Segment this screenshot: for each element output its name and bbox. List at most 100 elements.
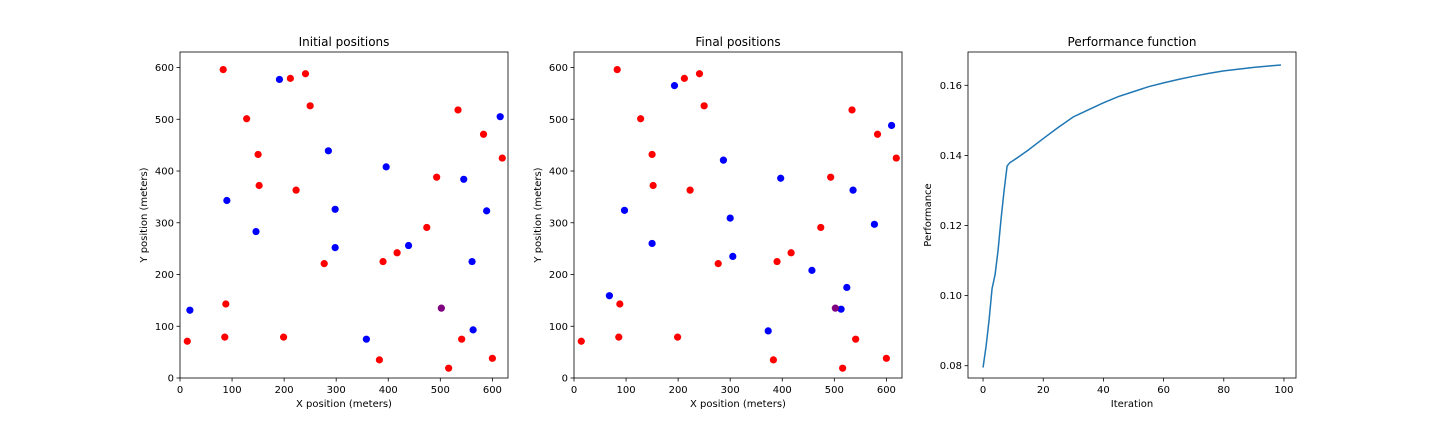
- data-point: [873, 130, 882, 138]
- y-tick-label: 400: [549, 167, 568, 178]
- data-point: [852, 335, 860, 343]
- data-point: [777, 174, 785, 182]
- x-axis-label: Iteration: [1111, 399, 1153, 410]
- data-point: [219, 65, 227, 74]
- y-axis-label: Performance: [923, 183, 934, 246]
- data-point: [393, 249, 401, 257]
- data-point: [686, 186, 694, 194]
- data-point: [613, 65, 621, 74]
- y-tick-label: 200: [549, 270, 568, 281]
- data-point: [479, 130, 488, 138]
- data-point: [445, 364, 453, 372]
- x-tick-label: 100: [1274, 385, 1293, 396]
- x-tick-label: 40: [1097, 385, 1110, 396]
- data-point: [183, 337, 191, 345]
- x-tick-label: 100: [223, 385, 242, 396]
- plot-frame: [573, 51, 903, 379]
- data-point: [773, 257, 781, 266]
- y-tick-label: 300: [549, 218, 568, 229]
- data-point: [222, 300, 230, 308]
- data-point: [700, 102, 708, 110]
- data-point: [469, 326, 477, 334]
- data-point: [243, 115, 251, 123]
- data-point: [423, 223, 431, 232]
- data-point: [849, 186, 857, 194]
- y-tick-label: 300: [155, 218, 174, 229]
- data-point: [843, 283, 851, 292]
- data-point: [892, 154, 900, 162]
- y-tick-label: 200: [155, 270, 174, 281]
- data-point: [379, 257, 387, 266]
- y-tick-label: 0.14: [940, 151, 962, 162]
- x-tick-label: 0: [571, 385, 577, 396]
- data-point: [496, 113, 504, 121]
- data-point: [382, 163, 390, 171]
- series-line: [982, 64, 1282, 368]
- x-tick-label: 200: [669, 385, 688, 396]
- x-tick-label: 400: [773, 385, 792, 396]
- y-tick-label: 600: [549, 63, 568, 74]
- chart-title: Final positions: [695, 35, 780, 49]
- data-point: [726, 214, 734, 222]
- data-point: [404, 241, 413, 250]
- data-point: [649, 181, 657, 190]
- data-point: [831, 304, 839, 312]
- data-point: [255, 181, 263, 190]
- chart-title: Initial positions: [299, 35, 390, 49]
- data-point: [648, 239, 656, 248]
- data-point: [221, 333, 229, 341]
- data-point: [695, 70, 704, 78]
- data-point: [887, 121, 896, 130]
- x-tick-label: 0: [980, 385, 986, 396]
- plot-frame: [967, 51, 1297, 379]
- y-tick-label: 0.12: [940, 221, 962, 232]
- data-point: [292, 186, 300, 194]
- data-point: [870, 220, 879, 228]
- data-point: [488, 354, 496, 362]
- x-tick-label: 500: [431, 385, 450, 396]
- data-point: [254, 150, 262, 159]
- chart-3: Performance function Iteration Performance…: [923, 35, 1297, 410]
- x-tick-label: 300: [721, 385, 740, 396]
- data-point: [837, 305, 845, 313]
- data-point: [275, 75, 284, 84]
- data-point: [437, 304, 445, 312]
- y-axis-label: Y position (meters): [533, 167, 544, 263]
- data-point: [764, 327, 772, 335]
- data-point: [286, 74, 294, 82]
- data-point: [468, 257, 476, 266]
- data-point: [324, 147, 332, 155]
- data-point: [186, 306, 194, 314]
- data-point: [674, 333, 682, 341]
- x-tick-label: 60: [1157, 385, 1170, 396]
- y-tick-label: 400: [155, 167, 174, 178]
- data-point: [817, 223, 825, 232]
- data-point: [375, 356, 384, 364]
- y-tick-label: 600: [155, 63, 174, 74]
- data-point: [460, 175, 468, 183]
- y-tick-label: 100: [155, 322, 174, 333]
- data-point: [616, 300, 624, 308]
- y-tick-label: 0.10: [940, 291, 962, 302]
- x-tick-label: 300: [327, 385, 346, 396]
- data-point: [620, 206, 629, 214]
- y-tick-label: 500: [155, 115, 174, 126]
- data-point: [848, 106, 856, 114]
- y-tick-label: 100: [549, 322, 568, 333]
- data-point: [605, 292, 614, 300]
- y-tick-label: 500: [549, 115, 568, 126]
- data-point: [331, 205, 339, 213]
- data-point: [483, 207, 491, 215]
- x-axis-label: X position (meters): [690, 399, 786, 410]
- data-point: [787, 249, 795, 257]
- data-point: [839, 364, 847, 372]
- data-point: [498, 154, 506, 162]
- data-point: [433, 173, 441, 181]
- x-tick-label: 100: [617, 385, 636, 396]
- data-point: [648, 150, 656, 159]
- data-point: [331, 244, 339, 252]
- x-tick-label: 600: [483, 385, 502, 396]
- data-point: [615, 333, 623, 341]
- x-tick-label: 80: [1217, 385, 1230, 396]
- data-point: [637, 115, 645, 123]
